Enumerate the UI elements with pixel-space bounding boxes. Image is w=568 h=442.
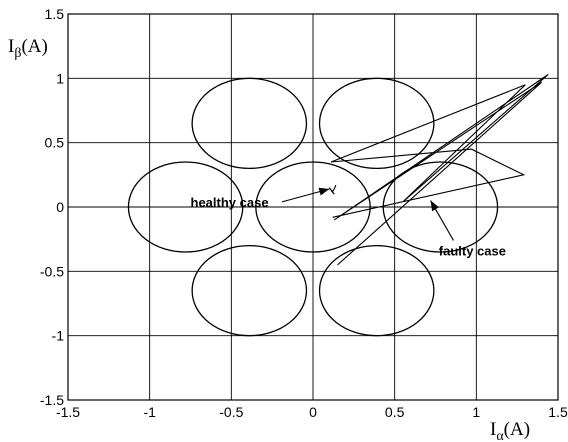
y-tick-label: 0.5 [45,135,65,151]
y-tick-label: -1 [52,328,65,344]
plot-series [127,74,549,337]
grid [68,14,558,400]
x-tick-label: -1 [143,404,156,420]
y-tick-label: -0.5 [40,263,64,279]
reference-circle [382,161,499,253]
y-axis-label-base: I [8,36,14,57]
reference-circle [191,77,308,170]
plot-frame [67,13,559,401]
reference-circle [318,244,435,337]
x-axis-label: Iα(A) [490,419,530,442]
x-tick-label: 1 [472,404,480,420]
y-tick-label: 0 [56,199,64,215]
x-tick-label: 0 [309,404,317,420]
annotation-label: healthy case [191,195,269,210]
reference-circle [255,161,371,253]
annotation-label: faulty case [439,244,506,259]
faulty-trajectory-line [330,74,549,266]
y-tick-label: 1.5 [45,6,65,22]
y-tick-label: 1 [56,70,64,86]
x-tick-label: -0.5 [219,404,243,420]
x-axis-label-unit: (A) [504,419,530,440]
x-tick-label: -1.5 [56,404,80,420]
y-tick-label: -1.5 [40,392,64,408]
healthy-trajectory-line [328,184,337,195]
y-axis-label-subscript: β [14,46,21,61]
x-tick-label: 1.5 [548,404,568,420]
y-axis-label: Iβ(A) [8,36,48,61]
reference-circle [318,77,435,170]
y-axis-label-unit: (A) [21,36,47,57]
x-tick-label: 0.5 [385,404,405,420]
annotation-arrowhead [318,187,330,196]
tick-labels: -1.5 -1 -0.5 0 0.5 1 1.5 -1.5 -1 -0.5 0 0.5 1 1.5 [40,6,568,420]
reference-circle [191,244,308,337]
x-axis-label-subscript: α [496,429,504,442]
reference-circle [127,161,244,253]
x-axis-label-base: I [490,419,496,440]
annotation-arrowhead [430,200,439,212]
annotations: healthy case faulty case [191,187,506,259]
